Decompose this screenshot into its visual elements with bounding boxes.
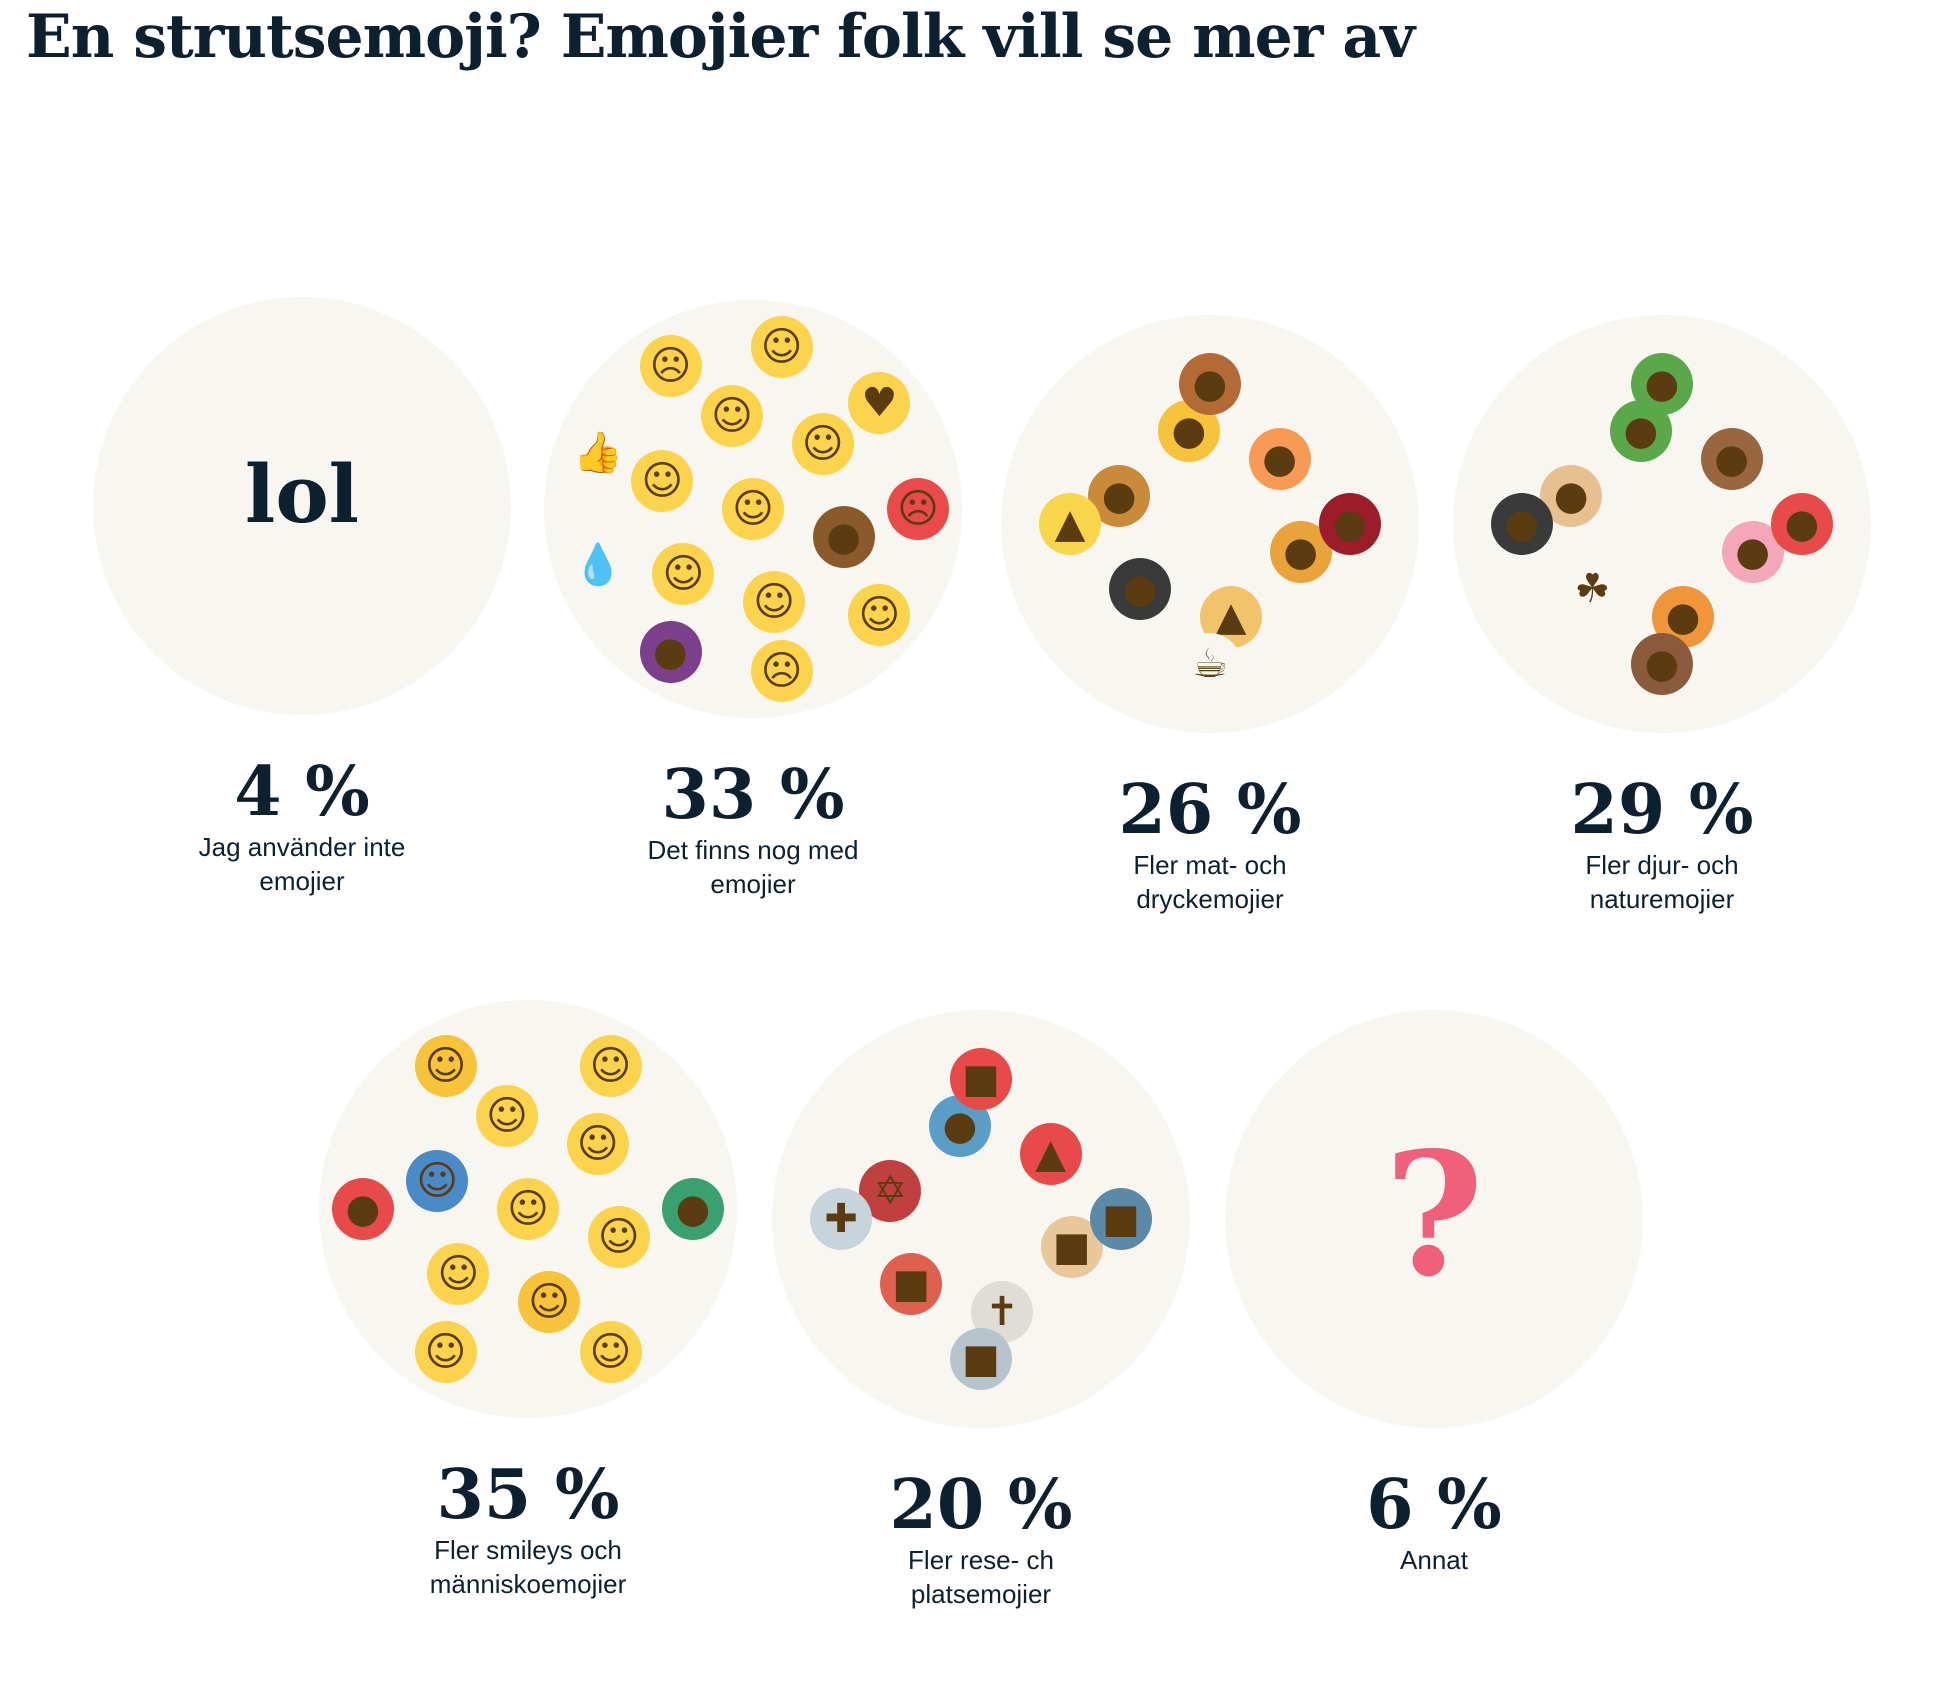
crab-icon: ●: [1771, 493, 1833, 555]
palm-tree-icon: ●: [1609, 400, 1672, 463]
option-label: Annat: [1224, 1543, 1644, 1577]
cat-face-icon: ●: [1491, 493, 1553, 555]
hot-beverage-icon: ☕: [1179, 633, 1241, 695]
option-label: Det finns nog med emojier: [543, 833, 963, 901]
percent-value: 4 %: [234, 752, 370, 832]
smiling-face-icon: ☺: [722, 478, 784, 540]
option-label-line: Det finns nog med: [647, 835, 859, 865]
percent-value: 26 %: [1118, 770, 1302, 850]
kissing-face-icon: ☺: [743, 570, 806, 633]
emoji-circle: ● ▲ ● ● ● ● ● ☕ ▲ ●: [1001, 315, 1419, 733]
tears-of-joy-face-icon: ☺: [700, 385, 763, 448]
angry-face-icon: ☹: [887, 478, 949, 540]
bear-face-icon: ●: [1700, 428, 1763, 491]
japanese-castle-icon: ■: [880, 1252, 943, 1315]
shamrock-icon: ☘: [1561, 557, 1624, 620]
smiling-blush-face-icon: ☺: [579, 1035, 642, 1098]
option-label: Fler rese- ch platsemojier: [771, 1543, 1191, 1611]
option-label: Fler smileys och människoemojier: [318, 1533, 738, 1601]
grinning-face-big-eyes-icon: ☺: [579, 1320, 642, 1383]
upside-down-face-icon: ☺: [587, 1206, 650, 1269]
rolling-laughing-face-icon: ☺: [791, 413, 854, 476]
sunglasses-face-icon: ☺: [652, 542, 715, 605]
cheese-icon: ▲: [1039, 493, 1101, 555]
question-mark-icon: ?: [1384, 1115, 1484, 1315]
frowning-face-icon: ☹: [750, 640, 813, 703]
thumbs-up-icon: 👍: [566, 421, 629, 484]
person-walking-icon: ●: [662, 1178, 724, 1240]
see-no-evil-monkey-icon: ●: [1631, 633, 1693, 695]
option-label: Fler djur- och naturemojier: [1452, 848, 1872, 916]
peach-icon: ●: [1248, 428, 1311, 491]
option-label-line: emojier: [710, 869, 796, 899]
percent-value: 33 %: [661, 755, 845, 835]
tears-of-joy-face-icon: ☺: [497, 1178, 559, 1240]
option-label-line: Jag använder inte: [198, 832, 406, 862]
emoji-circle: ■ ✝ ■ ✡ ● ▲ ■ ■ ✚ ■: [772, 1010, 1190, 1428]
page-title: En strutsemoji? Emojier folk vill se mer…: [26, 2, 1415, 72]
hospital-icon: ✚: [810, 1188, 872, 1250]
option-label-line: emojier: [259, 866, 345, 896]
option-label-line: Annat: [1400, 1545, 1468, 1575]
option-label-line: människoemojier: [429, 1569, 627, 1599]
man-icon: ☺: [414, 1035, 477, 1098]
shinto-shrine-icon: ■: [950, 1048, 1012, 1110]
pot-of-food-icon: ●: [1109, 557, 1172, 620]
shop-icon: ■: [1090, 1188, 1152, 1250]
option-label: Jag använder inte emojier: [92, 830, 512, 898]
slightly-smiling-face-icon: ☺: [631, 449, 694, 512]
option-label-line: platsemojier: [910, 1579, 1052, 1609]
tokyo-tower-icon: ▲: [1019, 1123, 1082, 1186]
sweat-droplets-icon: 💧: [566, 534, 629, 597]
slightly-smiling-face-icon: ☺: [475, 1085, 538, 1148]
grinning-face-icon: ☺: [427, 1242, 490, 1305]
option-label: Fler mat- och dryckemojier: [1000, 848, 1420, 916]
heart-eyes-face-icon: ♥: [848, 371, 911, 434]
option-label-line: dryckemojier: [1136, 884, 1284, 914]
emoji-circle: ● ● ☘ ● ● ● ● ● ● ●: [1453, 315, 1871, 733]
winking-tongue-face-icon: ☺: [566, 1113, 629, 1176]
percent-value: 29 %: [1570, 770, 1754, 850]
statue-of-liberty-icon: ●: [928, 1095, 991, 1158]
woman-icon: ☺: [518, 1270, 581, 1333]
emoji-circle: ?: [1225, 1010, 1643, 1428]
synagogue-icon: ✡: [859, 1159, 922, 1222]
person-bowing-icon: ☺: [406, 1149, 469, 1212]
winking-face-icon: ☺: [414, 1320, 477, 1383]
emoji-circle: lol: [93, 297, 511, 715]
option-label-line: Fler smileys och: [434, 1535, 622, 1565]
screaming-face-icon: ☹: [639, 335, 702, 398]
cactus-icon: ●: [1631, 353, 1693, 415]
nerd-face-icon: ☺: [848, 584, 911, 647]
classical-building-icon: ■: [950, 1328, 1012, 1390]
pile-of-poo-icon: ●: [812, 506, 875, 569]
emoji-circle: ☺ ☺ ☺ ☺ ☺ ☺ ☺ ● ☺ ☺ ● ☺ ☺: [319, 1000, 737, 1418]
option-label-line: Fler mat- och: [1133, 850, 1287, 880]
school-icon: ■: [1040, 1216, 1103, 1279]
percent-value: 35 %: [436, 1455, 620, 1535]
pig-face-icon: ●: [1721, 521, 1784, 584]
emoji-circle: ☺ ● ☺ ☺ ☺ ☺ ☺ ☹ ☺ ☹ ● 💧 👍 ☹ ☺ ♥: [544, 300, 962, 718]
option-label-line: Fler djur- och: [1585, 850, 1739, 880]
option-label-line: Fler rese- ch: [908, 1545, 1054, 1575]
poultry-leg-icon: ●: [1179, 353, 1241, 415]
option-label-line: naturemojier: [1589, 884, 1735, 914]
lol-text: lol: [244, 447, 360, 541]
percent-value: 6 %: [1366, 1465, 1502, 1545]
wine-glass-icon: ●: [1319, 493, 1381, 555]
grimacing-face-icon: ☺: [750, 315, 813, 378]
percent-value: 20 %: [889, 1465, 1073, 1545]
woman-dancing-icon: ●: [332, 1178, 394, 1240]
eggplant-icon: ●: [639, 620, 702, 683]
